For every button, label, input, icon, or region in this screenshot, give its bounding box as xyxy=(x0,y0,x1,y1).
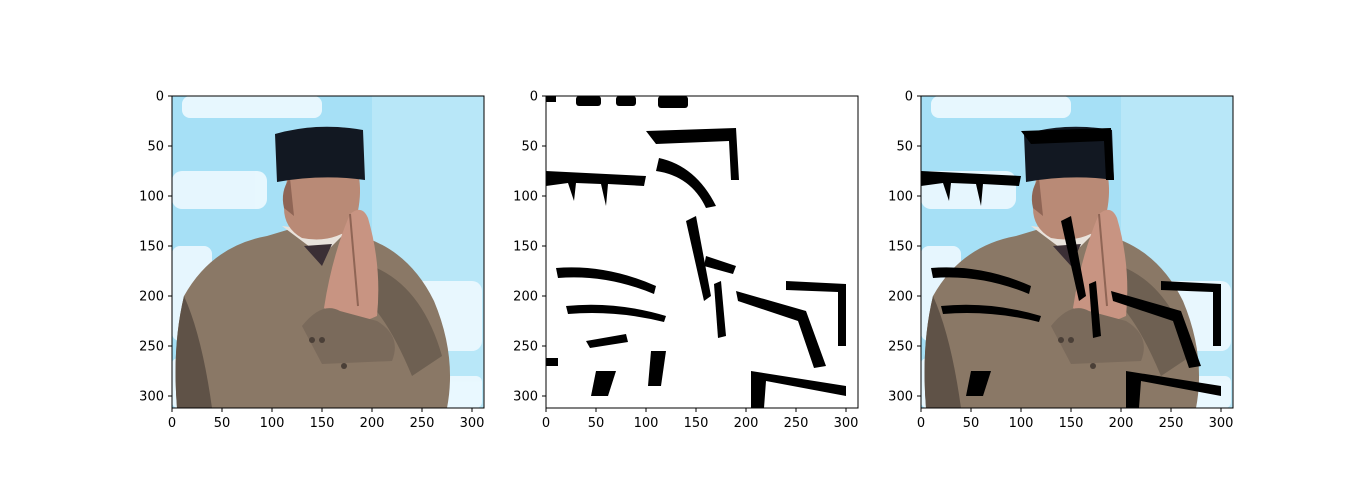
y-tick-label: 50 xyxy=(521,140,538,155)
x-tick-label: 250 xyxy=(410,416,435,431)
x-tick-label: 100 xyxy=(1009,416,1034,431)
x-tick-label: 200 xyxy=(1109,416,1134,431)
y-tick-label: 0 xyxy=(905,90,913,105)
y-tick-label: 250 xyxy=(139,340,164,355)
x-tick-label: 300 xyxy=(1209,416,1234,431)
y-tick-label: 150 xyxy=(513,240,538,255)
x-tick-label: 250 xyxy=(784,416,809,431)
x-tick-label: 100 xyxy=(634,416,659,431)
x-tick-label: 150 xyxy=(1059,416,1084,431)
y-tick-label: 200 xyxy=(513,290,538,305)
x-tick-label: 50 xyxy=(963,416,980,431)
x-tick-label: 200 xyxy=(734,416,759,431)
y-tick-label: 100 xyxy=(888,190,913,205)
x-tick-label: 0 xyxy=(168,416,176,431)
y-tick-label: 250 xyxy=(513,340,538,355)
x-tick-label: 150 xyxy=(310,416,335,431)
y-tick-label: 200 xyxy=(888,290,913,305)
y-tick-label: 0 xyxy=(530,90,538,105)
y-tick-label: 200 xyxy=(139,290,164,305)
y-tick-label: 300 xyxy=(888,390,913,405)
x-tick-label: 300 xyxy=(460,416,485,431)
original-photo-image xyxy=(171,95,485,409)
x-tick-label: 100 xyxy=(260,416,285,431)
y-tick-label: 0 xyxy=(156,90,164,105)
y-tick-label: 250 xyxy=(888,340,913,355)
panel-original-photo: 0 50 100 150 200 250 300 0 50 100 150 200 250 300 xyxy=(139,90,485,431)
x-tick-label: 250 xyxy=(1159,416,1184,431)
panel-binary-mask: 0 50 100 150 200 250 300 0 50 100 150 200 250 300 xyxy=(513,90,859,431)
y-tick-label: 300 xyxy=(139,390,164,405)
x-tick-label: 0 xyxy=(917,416,925,431)
panel-masked-photo: 0 50 100 150 200 250 300 0 50 100 150 200 250 300 xyxy=(888,90,1234,431)
binary-mask-image xyxy=(546,96,858,408)
y-tick-label: 50 xyxy=(147,140,164,155)
y-tick-label: 300 xyxy=(513,390,538,405)
x-tick-label: 50 xyxy=(214,416,231,431)
y-tick-label: 100 xyxy=(139,190,164,205)
y-tick-label: 50 xyxy=(896,140,913,155)
x-tick-label: 300 xyxy=(834,416,859,431)
x-tick-label: 0 xyxy=(542,416,550,431)
x-tick-label: 200 xyxy=(360,416,385,431)
y-tick-label: 100 xyxy=(513,190,538,205)
x-tick-label: 50 xyxy=(588,416,605,431)
y-tick-label: 150 xyxy=(888,240,913,255)
y-tick-label: 150 xyxy=(139,240,164,255)
x-tick-label: 150 xyxy=(684,416,709,431)
